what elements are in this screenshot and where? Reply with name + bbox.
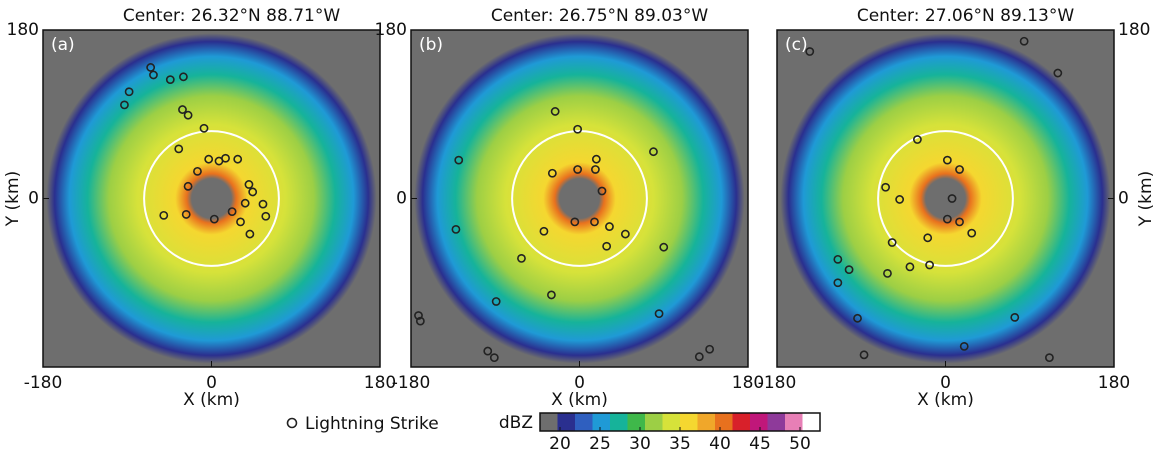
- radar-echo: [46, 33, 376, 363]
- colorbar-tick-label: 40: [709, 434, 731, 454]
- colorbar-tick-label: 30: [629, 434, 651, 454]
- radar-echo: [414, 33, 744, 363]
- legend-marker: [288, 419, 297, 428]
- radar-image: [43, 30, 380, 367]
- colorbar-tick-label: 35: [669, 434, 691, 454]
- x-axis-label: X (km): [917, 390, 974, 410]
- panel-label: (a): [51, 35, 75, 55]
- colorbar-label: dBZ: [499, 413, 533, 433]
- colorbar-tick-label: 50: [789, 434, 811, 454]
- colorbar-cell: [645, 413, 663, 431]
- y-axis-label: Y (km): [3, 171, 23, 227]
- x-tick-label: -180: [24, 373, 63, 393]
- colorbar-cell: [663, 413, 681, 431]
- colorbar-cell: [750, 413, 768, 431]
- x-tick-label: -180: [392, 373, 431, 393]
- y-tick-label: 0: [28, 189, 39, 209]
- x-axis-label: X (km): [183, 390, 240, 410]
- colorbar-cell: [698, 413, 716, 431]
- y-tick-label: 180: [375, 20, 407, 40]
- radar-echo: [780, 33, 1110, 363]
- colorbar-cell: [593, 413, 611, 431]
- colorbar-cell: [803, 413, 821, 431]
- colorbar-tick-label: 20: [549, 434, 571, 454]
- panel-label: (c): [785, 35, 808, 55]
- y-tick-label: 180: [1118, 20, 1150, 40]
- y-tick-label: 180: [7, 20, 39, 40]
- colorbar-tick-label: 25: [589, 434, 611, 454]
- radar-image: [777, 30, 1114, 367]
- x-axis-label: X (km): [551, 390, 608, 410]
- x-tick-label: 180: [1098, 373, 1130, 393]
- colorbar-cell: [575, 413, 593, 431]
- panel-title: Center: 27.06°N 89.13°W: [857, 6, 1075, 26]
- radar-image: [411, 30, 748, 367]
- panel-title: Center: 26.32°N 88.71°W: [123, 6, 341, 26]
- y-axis-label: Y (km): [1136, 171, 1156, 227]
- colorbar-tick-label: 45: [749, 434, 771, 454]
- y-tick-label: 0: [396, 189, 407, 209]
- colorbar-cell: [680, 413, 698, 431]
- colorbar-cell: [540, 413, 558, 431]
- colorbar-cell: [768, 413, 786, 431]
- legend-label: Lightning Strike: [305, 414, 439, 434]
- colorbar-cell: [715, 413, 733, 431]
- panel-label: (b): [419, 35, 443, 55]
- x-tick-label: -180: [758, 373, 797, 393]
- colorbar-cell: [628, 413, 646, 431]
- y-tick-label: 0: [1118, 189, 1129, 209]
- panel-title: Center: 26.75°N 89.03°W: [491, 6, 709, 26]
- colorbar-cell: [733, 413, 751, 431]
- figure: Center: 26.32°N 88.71°W (a) -180 0 180 X (km)…: [0, 0, 1157, 455]
- colorbar-cell: [610, 413, 628, 431]
